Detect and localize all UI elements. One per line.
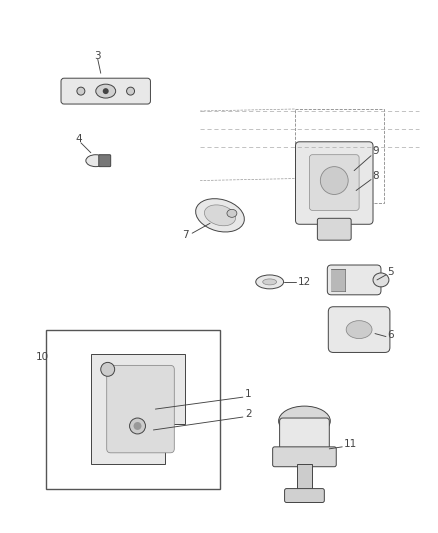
Text: 1: 1 bbox=[245, 389, 251, 399]
Text: 8: 8 bbox=[372, 171, 378, 181]
Ellipse shape bbox=[96, 84, 116, 98]
FancyBboxPatch shape bbox=[107, 365, 174, 453]
Ellipse shape bbox=[373, 273, 389, 287]
FancyBboxPatch shape bbox=[328, 307, 390, 352]
Ellipse shape bbox=[77, 87, 85, 95]
Ellipse shape bbox=[320, 167, 348, 195]
Ellipse shape bbox=[196, 199, 244, 232]
FancyBboxPatch shape bbox=[309, 155, 359, 211]
Ellipse shape bbox=[130, 418, 145, 434]
Ellipse shape bbox=[86, 155, 106, 167]
FancyBboxPatch shape bbox=[327, 265, 381, 295]
Bar bbox=[46, 329, 220, 489]
FancyBboxPatch shape bbox=[318, 219, 351, 240]
Polygon shape bbox=[91, 354, 185, 464]
Text: 9: 9 bbox=[372, 146, 378, 156]
Bar bbox=[297, 464, 312, 491]
Ellipse shape bbox=[227, 209, 237, 217]
Ellipse shape bbox=[205, 205, 236, 226]
Ellipse shape bbox=[256, 275, 283, 289]
FancyBboxPatch shape bbox=[279, 418, 329, 454]
Ellipse shape bbox=[134, 422, 141, 430]
Text: 11: 11 bbox=[344, 439, 357, 449]
Bar bbox=[331, 269, 345, 291]
Text: 2: 2 bbox=[245, 409, 251, 419]
FancyBboxPatch shape bbox=[61, 78, 150, 104]
FancyBboxPatch shape bbox=[99, 155, 111, 167]
FancyBboxPatch shape bbox=[273, 447, 336, 467]
Text: 5: 5 bbox=[387, 267, 394, 277]
FancyBboxPatch shape bbox=[296, 142, 373, 224]
Ellipse shape bbox=[346, 321, 372, 338]
Ellipse shape bbox=[127, 87, 134, 95]
Bar bbox=[294, 109, 384, 204]
Ellipse shape bbox=[263, 279, 277, 285]
Ellipse shape bbox=[101, 362, 115, 376]
Text: 6: 6 bbox=[387, 329, 394, 340]
Text: 10: 10 bbox=[36, 352, 49, 362]
Ellipse shape bbox=[279, 406, 330, 436]
FancyBboxPatch shape bbox=[285, 489, 324, 503]
Text: 12: 12 bbox=[297, 277, 311, 287]
Text: 4: 4 bbox=[76, 134, 82, 144]
Ellipse shape bbox=[103, 88, 109, 94]
Text: 7: 7 bbox=[182, 230, 189, 240]
Text: 3: 3 bbox=[94, 51, 100, 61]
